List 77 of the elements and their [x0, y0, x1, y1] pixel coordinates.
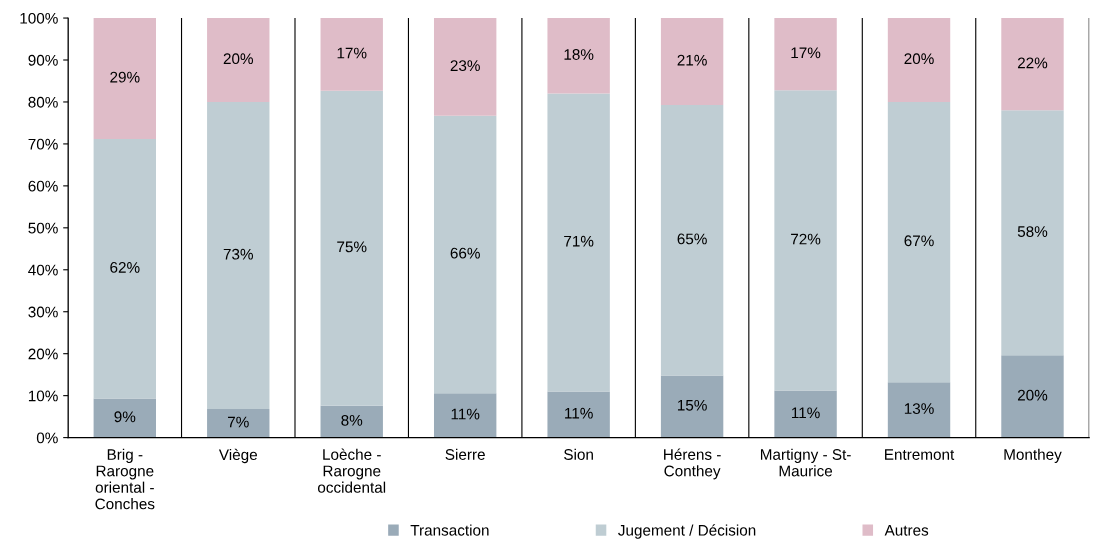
data-label: 71% — [564, 235, 594, 247]
data-label: 13% — [904, 403, 934, 415]
data-label: 66% — [450, 247, 480, 259]
data-label: 17% — [791, 47, 821, 59]
data-label: 15% — [677, 399, 707, 411]
bar — [320, 18, 383, 91]
x-tick-label: Loèche - Rarogne occidental — [317, 448, 386, 493]
data-label: 72% — [791, 233, 821, 245]
data-label: 23% — [450, 60, 480, 72]
legend-label: Jugement / Décision — [618, 524, 756, 539]
x-tick-label: Martigny - St- Maurice — [760, 448, 851, 477]
x-tick-label: Sion — [564, 448, 593, 460]
data-label: 67% — [904, 235, 934, 247]
x-tick-label: Hérens - Conthey — [664, 448, 721, 480]
bar — [207, 18, 270, 102]
data-label: 20% — [223, 53, 254, 65]
bar — [207, 101, 270, 410]
x-tick-label: Entremont — [885, 449, 955, 460]
data-label: 11% — [451, 408, 480, 420]
bar — [774, 18, 837, 91]
bar — [1001, 110, 1064, 356]
bar — [1001, 355, 1064, 438]
bar — [1001, 18, 1064, 111]
bar — [774, 90, 837, 391]
x-tick-label: Sierre — [445, 448, 485, 460]
bar — [660, 18, 724, 105]
data-label: 11% — [792, 407, 820, 419]
bar — [93, 138, 157, 399]
data-label: 8% — [341, 414, 363, 426]
bar — [547, 391, 610, 438]
bar — [887, 18, 951, 102]
data-label: 29% — [110, 71, 140, 83]
bar — [547, 18, 610, 94]
bar — [887, 101, 951, 383]
bar — [774, 390, 837, 438]
data-label: 18% — [564, 49, 594, 60]
data-label: 22% — [1017, 57, 1048, 69]
bar — [887, 382, 951, 438]
bar — [93, 398, 157, 438]
data-label: 17% — [337, 47, 367, 59]
data-label: 73% — [223, 248, 254, 260]
bar — [93, 18, 157, 139]
x-tick-label: Monthey — [1004, 448, 1062, 463]
y-tick-label: 40% — [28, 264, 58, 276]
y-tick-label: 100% — [20, 12, 58, 24]
data-label: 9% — [114, 411, 136, 423]
bar — [433, 115, 497, 394]
y-tick-label: 0% — [36, 432, 58, 444]
bar — [433, 18, 497, 116]
bar — [660, 104, 724, 376]
y-tick-label: 20% — [28, 348, 58, 360]
data-label: 7% — [228, 416, 249, 428]
y-tick-label: 90% — [28, 54, 58, 66]
legend-label: Transaction — [410, 524, 489, 536]
y-tick-label: 60% — [28, 180, 58, 192]
data-label: 20% — [1017, 389, 1048, 401]
y-tick-label: 50% — [28, 222, 58, 234]
data-label: 11% — [565, 407, 593, 419]
data-label: 20% — [904, 53, 934, 65]
data-label: 58% — [1017, 226, 1048, 237]
data-label: 21% — [677, 54, 707, 66]
y-tick-label: 70% — [28, 138, 58, 150]
bar — [433, 393, 497, 438]
x-tick-label: Viège — [218, 448, 257, 464]
bar — [660, 375, 724, 438]
data-label: 62% — [110, 262, 140, 273]
bar — [320, 405, 383, 438]
legend-label: Autres — [884, 525, 929, 536]
data-label: 65% — [677, 233, 707, 245]
x-tick-label: Brig - Rarogne oriental - Conches — [95, 448, 155, 510]
bar — [207, 409, 270, 438]
bar — [547, 93, 610, 392]
data-label: 75% — [337, 241, 367, 253]
bar — [320, 90, 383, 406]
y-tick-label: 80% — [28, 96, 58, 108]
y-tick-label: 30% — [28, 306, 58, 318]
y-tick-label: 10% — [28, 390, 58, 402]
